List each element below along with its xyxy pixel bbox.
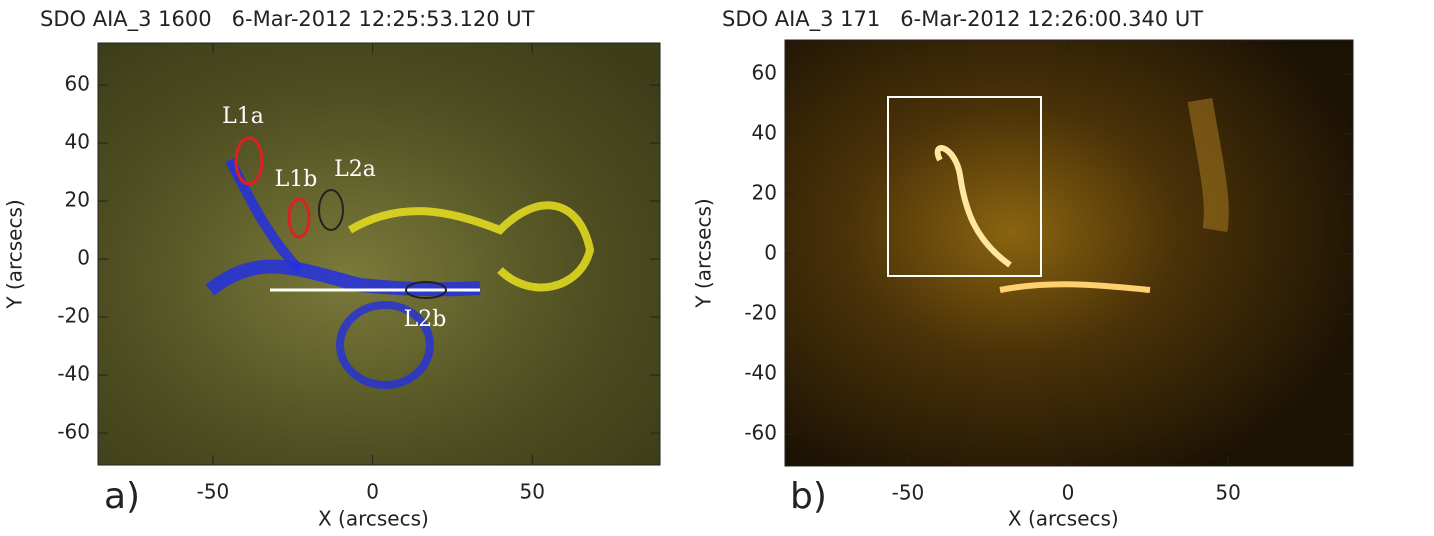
image-b [785, 40, 1353, 466]
y-tick-label: 0 [764, 240, 777, 264]
y-tick-label: -20 [57, 304, 90, 328]
x-tick-label: 0 [366, 480, 379, 504]
y-tick-label: 20 [65, 188, 90, 212]
y-axis-label: Y (arcsecs) [3, 199, 27, 309]
panel-title: SDO AIA_3 1600 6-Mar-2012 12:25:53.120 U… [40, 7, 535, 32]
y-tick-label: -20 [744, 300, 777, 324]
panel-label: b) [790, 476, 827, 517]
x-axis-label: X (arcsecs) [1008, 507, 1119, 531]
x-tick-label: -50 [892, 481, 925, 505]
y-tick-label: 60 [752, 60, 777, 84]
image-a [98, 43, 660, 465]
annotation: L2a [334, 157, 376, 182]
plot-frame [784, 39, 1354, 467]
annotation: L1a [222, 104, 264, 129]
y-tick-label: -40 [744, 360, 777, 384]
y-axis-label: Y (arcsecs) [692, 198, 716, 308]
y-tick-label: 40 [65, 130, 90, 154]
y-tick-label: 0 [77, 246, 90, 270]
annotation: L2b [404, 307, 447, 332]
panel-label: a) [104, 476, 140, 517]
x-axis-label: X (arcsecs) [318, 507, 429, 531]
x-tick-label: 50 [1215, 481, 1240, 505]
y-tick-label: -60 [57, 420, 90, 444]
x-tick-label: 0 [1062, 481, 1075, 505]
y-tick-label: 40 [752, 120, 777, 144]
y-tick-label: -40 [57, 362, 90, 386]
annotation: L1b [275, 167, 318, 192]
y-tick-label: -60 [744, 420, 777, 444]
y-tick-label: 60 [65, 72, 90, 96]
panel-title: SDO AIA_3 171 6-Mar-2012 12:26:00.340 UT [722, 7, 1203, 32]
y-tick-label: 20 [752, 180, 777, 204]
plot-frame [97, 42, 661, 466]
x-tick-label: 50 [520, 480, 545, 504]
x-tick-label: -50 [197, 480, 230, 504]
